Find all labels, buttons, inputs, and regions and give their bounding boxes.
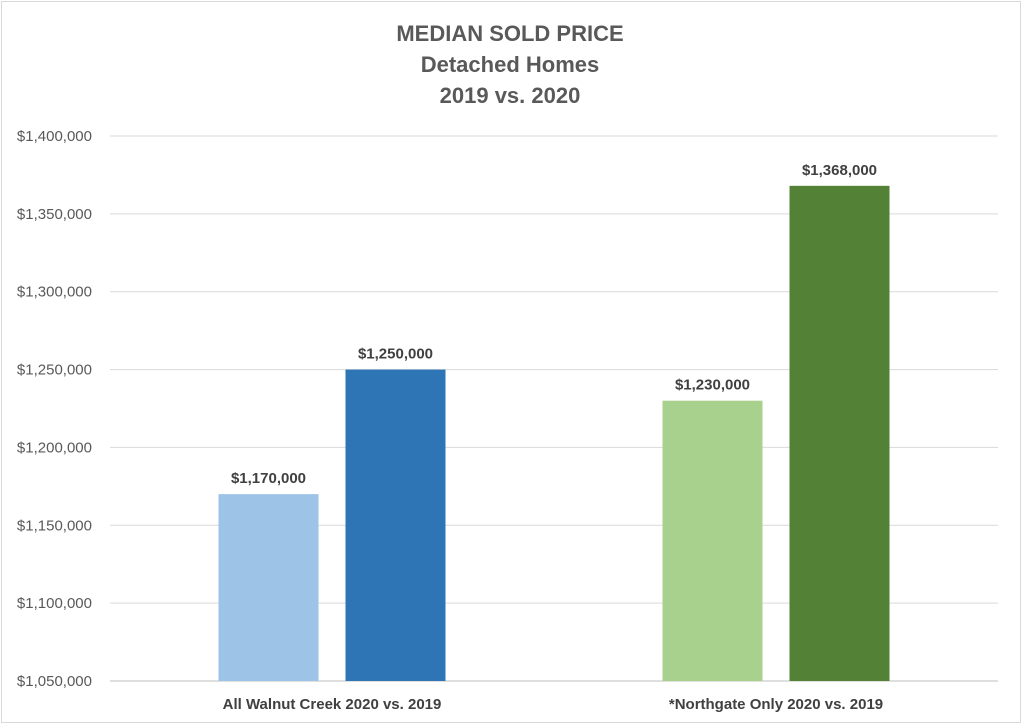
title-line-3: 2019 vs. 2020 — [439, 83, 581, 108]
bar-value-label: $1,230,000 — [675, 377, 750, 394]
x-axis-categories: All Walnut Creek 2020 vs. 2019 *Northgate… — [223, 696, 884, 713]
y-tick-label: $1,350,000 — [17, 206, 92, 223]
y-axis-ticks: $1,050,000 $1,100,000 $1,150,000 $1,200,000… — [17, 128, 92, 690]
y-tick-label: $1,100,000 — [17, 595, 92, 612]
y-tick-label: $1,400,000 — [17, 128, 92, 145]
title-line-2: Detached Homes — [420, 52, 600, 77]
y-tick-label: $1,300,000 — [17, 284, 92, 301]
x-category-label: All Walnut Creek 2020 vs. 2019 — [223, 696, 442, 713]
title-line-1: MEDIAN SOLD PRICE — [396, 21, 624, 46]
data-labels: $1,170,000 $1,250,000 $1,230,000 $1,368,000 — [231, 162, 877, 487]
bar-value-label: $1,250,000 — [358, 346, 433, 363]
bar-value-label: $1,170,000 — [231, 470, 306, 487]
bar — [218, 494, 319, 681]
bar — [789, 185, 890, 682]
y-tick-label: $1,250,000 — [17, 362, 92, 379]
chart-title: MEDIAN SOLD PRICE Detached Homes 2019 vs… — [0, 18, 1020, 111]
bar-value-label: $1,368,000 — [802, 162, 877, 179]
y-tick-label: $1,150,000 — [17, 517, 92, 534]
bar — [345, 369, 446, 681]
bars — [218, 185, 890, 682]
x-category-label: *Northgate Only 2020 vs. 2019 — [669, 696, 883, 713]
bar — [662, 400, 763, 681]
y-tick-label: $1,200,000 — [17, 439, 92, 456]
y-tick-label: $1,050,000 — [17, 673, 92, 690]
